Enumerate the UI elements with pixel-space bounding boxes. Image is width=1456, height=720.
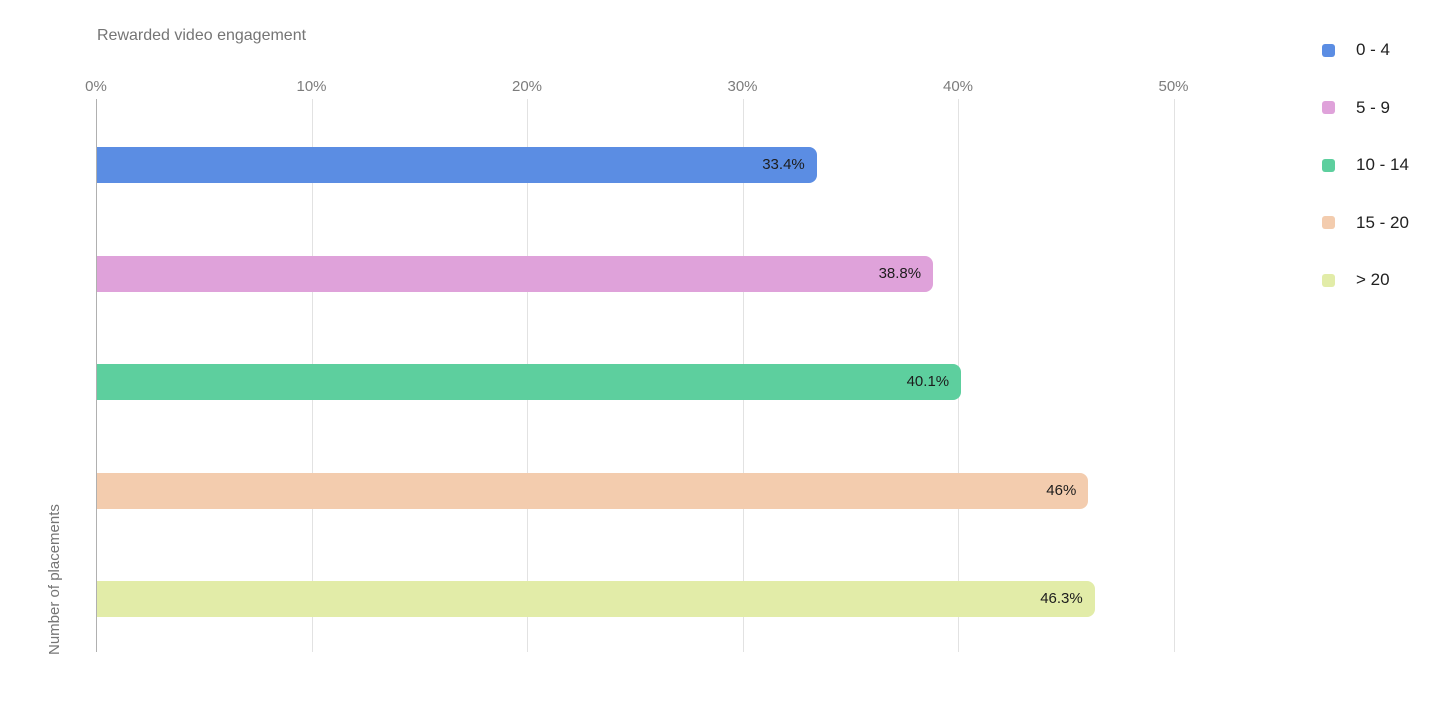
bar-15-20[interactable]: 46%	[97, 472, 1089, 509]
legend-label: 0 - 4	[1356, 40, 1391, 59]
bar-10-14[interactable]: 40.1%	[97, 364, 962, 400]
legend-label: 5 - 9	[1356, 97, 1391, 117]
legend-swatch	[1322, 43, 1335, 57]
legend-item-0-4[interactable]: 0 - 4	[1322, 40, 1390, 60]
legend-label: 15 - 20	[1356, 212, 1409, 232]
x-axis-tick-label: 30%	[727, 78, 758, 95]
legend-swatch	[1322, 158, 1335, 172]
bar-value-label: 46.3%	[1040, 590, 1083, 607]
x-axis-tick-label: 40%	[942, 78, 974, 95]
legend-item-5-9[interactable]: 5 - 9	[1322, 98, 1390, 118]
x-axis-tick-label: 10%	[296, 78, 327, 95]
legend-item->20[interactable]: > 20	[1322, 270, 1390, 290]
x-axis-tick-label: 20%	[511, 78, 543, 95]
y-axis-line	[96, 99, 97, 652]
x-axis-tick-label: 50%	[1158, 78, 1189, 95]
chart-title: Rewarded video engagement	[97, 27, 307, 44]
bar-value-label: 38.8%	[878, 264, 922, 282]
legend-label: > 20	[1356, 270, 1390, 289]
legend-swatch	[1322, 101, 1335, 114]
legend-swatch	[1322, 273, 1335, 287]
bar-value-label: 46%	[1046, 481, 1077, 499]
legend-label: 10 - 14	[1356, 155, 1409, 174]
gridline	[1173, 99, 1175, 652]
bar-5-9[interactable]: 38.8%	[97, 255, 934, 292]
legend-item-10-14[interactable]: 10 - 14	[1322, 155, 1409, 175]
bar-0-4[interactable]: 33.4%	[97, 147, 817, 183]
x-axis-tick-label: 0%	[85, 78, 107, 95]
legend-swatch	[1322, 216, 1335, 229]
y-axis-title: Number of placements	[46, 504, 63, 655]
bar-value-label: 33.4%	[762, 156, 805, 173]
bar-value-label: 40.1%	[906, 373, 950, 390]
bar->20[interactable]: 46.3%	[97, 581, 1095, 617]
legend-item-15-20[interactable]: 15 - 20	[1322, 213, 1409, 233]
